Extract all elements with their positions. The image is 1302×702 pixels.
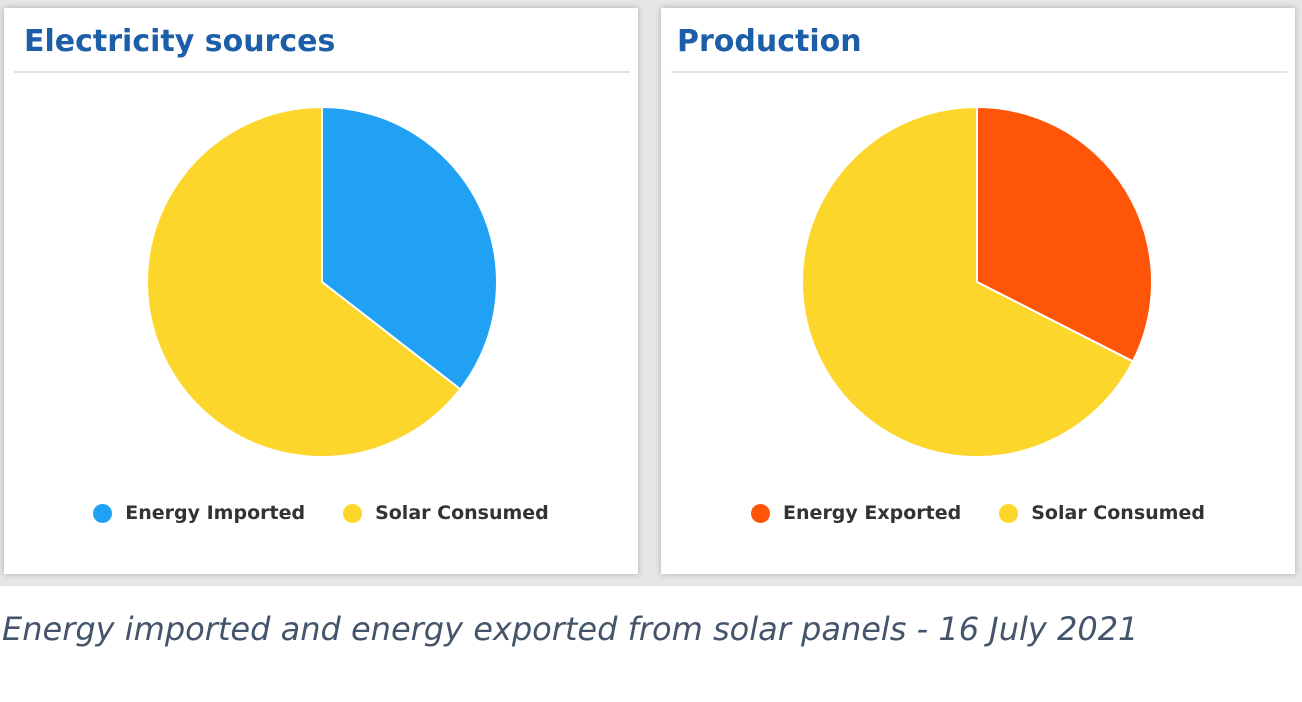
electricity-sources-title: Electricity sources bbox=[24, 24, 336, 59]
production-slice-energy-exported[interactable] bbox=[976, 106, 1153, 363]
production-legend: Energy Exported Solar Consumed bbox=[661, 502, 1295, 524]
legend-dot-solar-consumed bbox=[343, 503, 363, 523]
title-divider bbox=[671, 71, 1287, 73]
electricity-sources-panel: Electricity sources Energy Imported Sola… bbox=[4, 8, 638, 574]
production-title: Production bbox=[677, 24, 862, 59]
production-slice-solar-consumed[interactable] bbox=[801, 106, 1134, 458]
electricity-sources-legend: Energy Imported Solar Consumed bbox=[4, 502, 638, 524]
legend-dot-energy-imported bbox=[93, 503, 113, 523]
title-divider bbox=[14, 71, 630, 73]
legend-label-energy-exported: Energy Exported bbox=[783, 502, 962, 524]
legend-label-energy-imported: Energy Imported bbox=[125, 502, 306, 524]
production-panel: Production Energy Exported Solar Consume… bbox=[661, 8, 1295, 574]
legend-item-solar-consumed[interactable]: Solar Consumed bbox=[999, 502, 1205, 524]
legend-label-solar-consumed: Solar Consumed bbox=[1031, 502, 1205, 524]
electricity-sources-slice-energy-imported[interactable] bbox=[321, 106, 498, 391]
legend-item-solar-consumed[interactable]: Solar Consumed bbox=[343, 502, 549, 524]
legend-label-solar-consumed: Solar Consumed bbox=[375, 502, 549, 524]
production-pie-chart bbox=[801, 106, 1153, 458]
legend-item-energy-imported[interactable]: Energy Imported bbox=[93, 502, 305, 524]
electricity-sources-pie-chart bbox=[146, 106, 498, 458]
legend-dot-energy-exported bbox=[751, 503, 771, 523]
legend-dot-solar-consumed bbox=[999, 503, 1019, 523]
legend-item-energy-exported[interactable]: Energy Exported bbox=[751, 502, 961, 524]
figure-caption: Energy imported and energy exported from… bbox=[2, 610, 1139, 648]
electricity-sources-slice-solar-consumed[interactable] bbox=[146, 106, 462, 458]
